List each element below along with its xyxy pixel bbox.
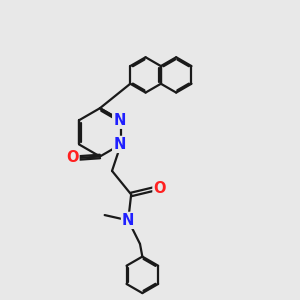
Text: N: N	[113, 137, 126, 152]
Text: O: O	[154, 181, 166, 196]
Text: N: N	[122, 213, 134, 228]
Text: O: O	[66, 150, 79, 165]
Text: N: N	[113, 113, 126, 128]
